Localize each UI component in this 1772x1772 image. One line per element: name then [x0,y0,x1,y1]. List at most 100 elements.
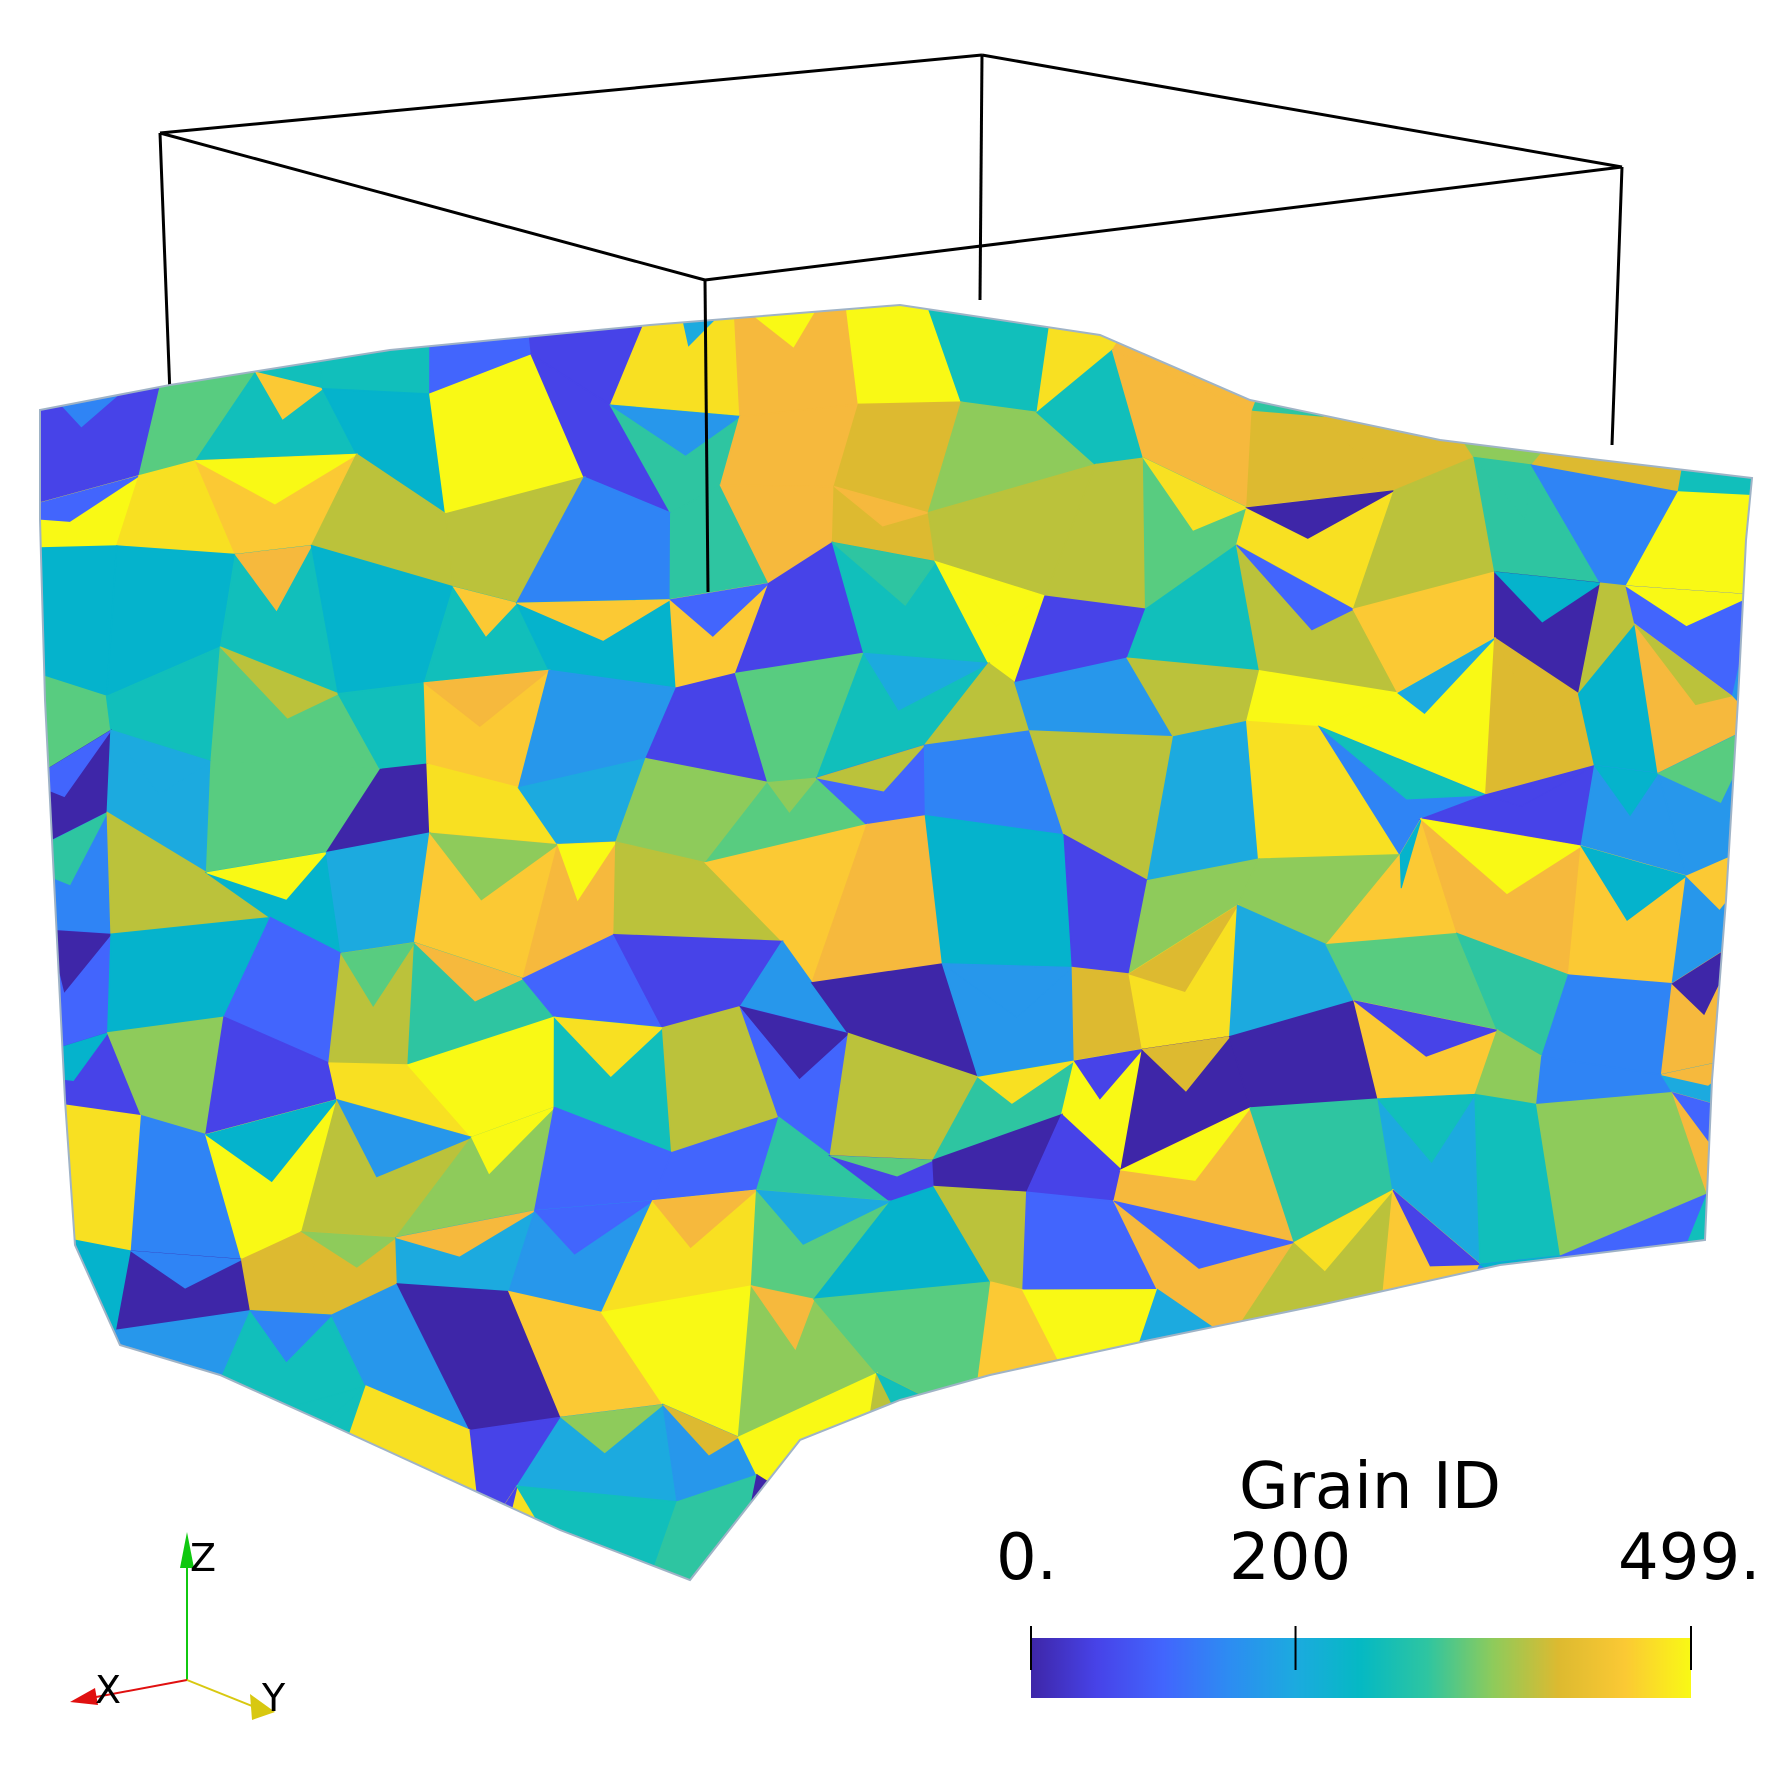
grain-cell [1251,305,1399,419]
grain-cell [516,599,673,641]
grain-cell [1473,456,1533,521]
grain-cell [924,814,1074,969]
grain-cell [1543,1325,1655,1423]
grain-cell [934,560,1047,627]
grain-cell [1380,1298,1468,1442]
colorbar-title: Grain ID [1239,1450,1501,1524]
colorbar-ticks [1030,1626,1692,1670]
grain-cell [40,1102,143,1253]
grain-cell [395,1210,536,1257]
grain-cell [206,851,328,900]
grain-cells [40,305,1752,1580]
grain-cell [1319,726,1486,800]
grain-cell [452,586,518,637]
grain-cell [254,371,324,420]
z-axis-arrow [180,1532,194,1568]
grain-cell [428,305,526,331]
grain-cell [98,1468,255,1580]
grain-cell [739,1005,850,1080]
grain-cell [98,1408,219,1528]
grain-cell [862,652,991,711]
grain-cell [1142,456,1249,531]
grain-cell [1353,1000,1500,1057]
grain-cell [1696,305,1736,337]
grain-cell [557,841,617,902]
grain-cell [40,1229,133,1356]
grain-cell [1465,1255,1600,1354]
grain-cell [1377,1094,1477,1163]
x-axis-label: X [95,1668,122,1712]
colorbar-gradient [1031,1638,1691,1698]
grain-cell [428,832,560,901]
grain-cell [40,1380,114,1513]
grain-cell [1695,305,1752,413]
grain-cell [325,832,431,955]
grain-cell [1399,818,1422,889]
colorbar-tick-max: 499. [1618,1521,1761,1595]
grain-cell [515,1485,679,1580]
grain-cell [1624,491,1752,596]
grain-cell [40,1329,118,1411]
grain-cell [204,1098,339,1183]
grain-volume [39,304,1753,1581]
grain-cell [1073,1048,1144,1100]
grain-cell [40,475,140,522]
grain-cell [1580,845,1688,922]
grain-cell [300,1231,398,1268]
y-axis-label: Y [262,1676,286,1720]
x-axis-line [79,1679,188,1701]
grain-cell [40,1468,101,1552]
grain-cell [977,1060,1075,1104]
grain-cell [193,453,357,505]
grain-cell [816,744,927,792]
grain-cell [40,1380,114,1444]
grain-cell [1493,571,1603,623]
grain-cell [471,1107,555,1175]
grain-cell [323,1505,484,1580]
grain-cell [1548,305,1704,394]
grain-cell [111,1408,199,1461]
grain-cell [651,1189,759,1249]
grain-cell [1322,316,1495,419]
grain-cell [249,1310,333,1363]
grain-cell [662,1404,740,1456]
grain-cell [1392,1189,1482,1267]
grain-cell [1119,1107,1251,1181]
colorbar [980,1470,1772,1772]
grain-cell [755,1473,853,1557]
colorbar-tick-mid: 200 [1229,1521,1352,1595]
grain-cell [834,1529,989,1580]
bounding-box-front-edge [703,279,710,593]
grain-cell [137,305,245,327]
grain-cell [215,1505,326,1564]
grain-cell [315,305,431,395]
grain-cell [533,1200,655,1255]
grain-cell [40,305,170,366]
grain-cell [40,1468,109,1580]
grain-cell [220,646,340,719]
grain-cell [216,1505,353,1580]
grain-cell [1245,490,1395,539]
grain-cell [669,582,771,637]
grain-cell [1229,1308,1395,1425]
grain-cell [1677,351,1752,500]
grain-cell [830,1155,934,1177]
grain-cell [129,1250,244,1289]
grain-cell [1440,311,1594,410]
grain-cell [1293,1189,1394,1272]
grain-cell [750,1285,815,1351]
grain-cell [315,305,431,350]
grain-cell [755,1189,893,1245]
grain-cell [1634,624,1733,706]
grain-cell [1636,1396,1752,1462]
grain-cell [833,486,931,527]
grain-cell [234,545,313,612]
grain-cell [1492,311,1551,361]
grain-cell [553,1016,664,1078]
grain-cell [1465,1298,1600,1379]
grain-cell [336,1099,474,1178]
grain-cell [644,1474,759,1580]
grain-cell [414,942,525,1002]
orientation-axes [70,1532,275,1720]
